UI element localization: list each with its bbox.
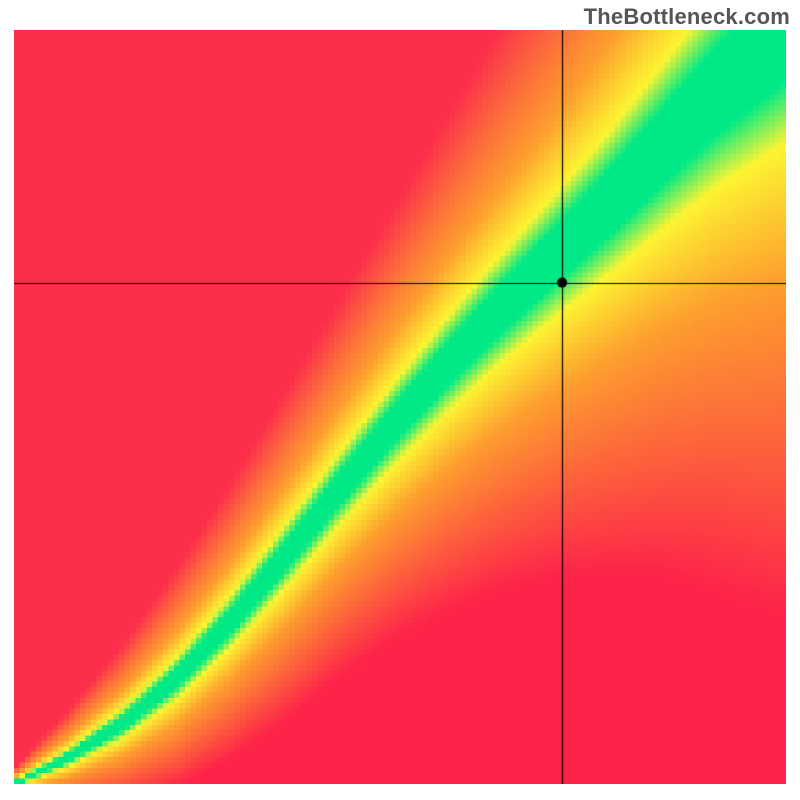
heatmap-canvas — [14, 30, 786, 784]
watermark-text: TheBottleneck.com — [584, 4, 790, 30]
chart-container: TheBottleneck.com — [0, 0, 800, 800]
